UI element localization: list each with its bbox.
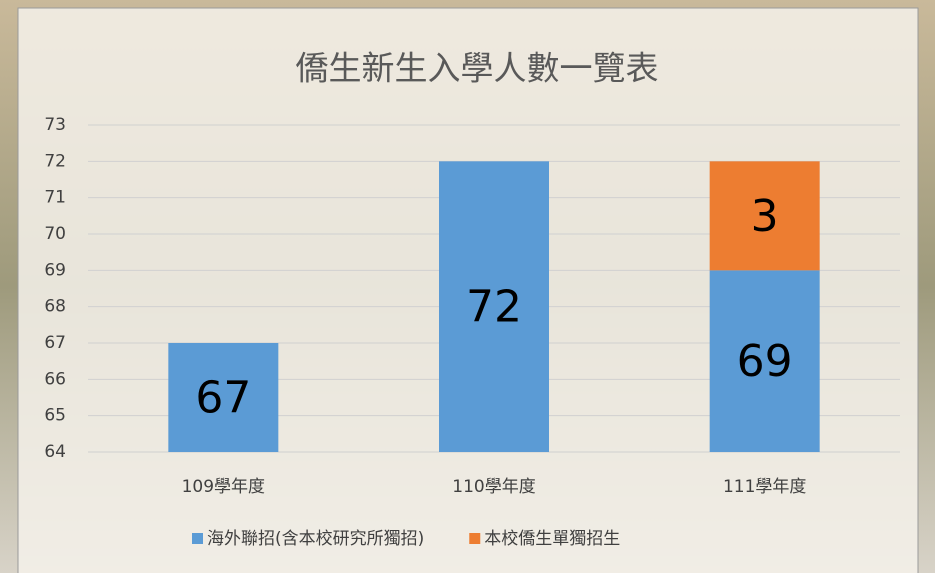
legend-swatch: [192, 533, 203, 544]
y-tick-label: 73: [44, 115, 66, 135]
chart-title: 僑生新生入學人數一覽表: [296, 49, 659, 88]
legend-swatch: [469, 533, 481, 544]
data-label: 69: [737, 336, 793, 387]
bar-segment: [709, 270, 820, 452]
y-tick-label: 71: [44, 188, 66, 208]
x-tick-label: 110學年度: [452, 477, 535, 497]
y-tick-label: 66: [44, 369, 66, 389]
y-tick-label: 67: [44, 333, 66, 353]
y-tick-label: 64: [44, 442, 66, 462]
bar-segment: [439, 161, 549, 453]
data-label: 72: [466, 282, 522, 333]
y-tick-label: 65: [44, 406, 66, 426]
x-tick-label: 109學年度: [182, 477, 265, 497]
bar-segment: [709, 161, 820, 271]
y-tick-label: 68: [44, 297, 66, 317]
data-label: 3: [751, 191, 779, 242]
y-tick-label: 69: [44, 260, 66, 280]
y-tick-label: 72: [44, 151, 66, 171]
data-label: 67: [195, 373, 251, 424]
bar-segment: [168, 343, 279, 452]
legend-label: 本校僑生單獨招生: [484, 529, 620, 549]
x-tick-label: 111學年度: [723, 477, 806, 497]
legend-label: 海外聯招(含本校研究所獨招): [207, 529, 424, 549]
y-tick-label: 70: [44, 224, 66, 244]
